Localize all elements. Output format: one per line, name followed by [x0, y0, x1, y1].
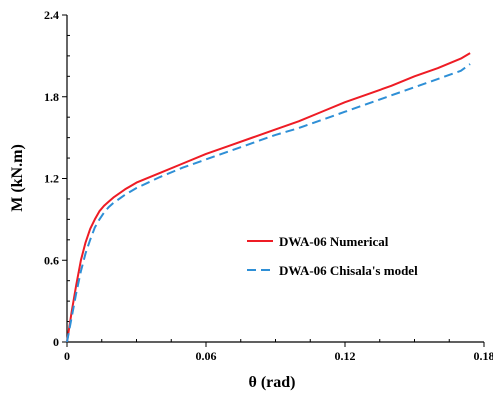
legend-label: DWA-06 Chisala's model	[279, 263, 418, 278]
y-tick-label: 0.6	[44, 253, 59, 267]
x-tick-label: 0.18	[474, 349, 493, 363]
y-tick-label: 0	[53, 335, 59, 349]
series-layer	[66, 52, 471, 343]
series-line-chisala-model	[66, 63, 471, 343]
legend: DWA-06 Numerical DWA-06 Chisala's model	[247, 234, 418, 278]
axes-layer: 0 0.6 1.2 1.8 2.4 0 0.06 0.12 0.18	[44, 8, 493, 363]
x-axis-title: θ (rad)	[248, 374, 295, 391]
x-tick-label: 0.06	[196, 349, 217, 363]
x-tick-label: 0.12	[335, 349, 356, 363]
x-tick-label: 0	[64, 349, 70, 363]
y-axis-title: M (kN.m)	[9, 144, 26, 212]
y-tick-label: 2.4	[44, 8, 59, 22]
series-line-numerical	[66, 52, 471, 343]
y-tick-label: 1.8	[44, 90, 59, 104]
legend-label: DWA-06 Numerical	[279, 234, 389, 249]
y-tick-label: 1.2	[44, 172, 59, 186]
